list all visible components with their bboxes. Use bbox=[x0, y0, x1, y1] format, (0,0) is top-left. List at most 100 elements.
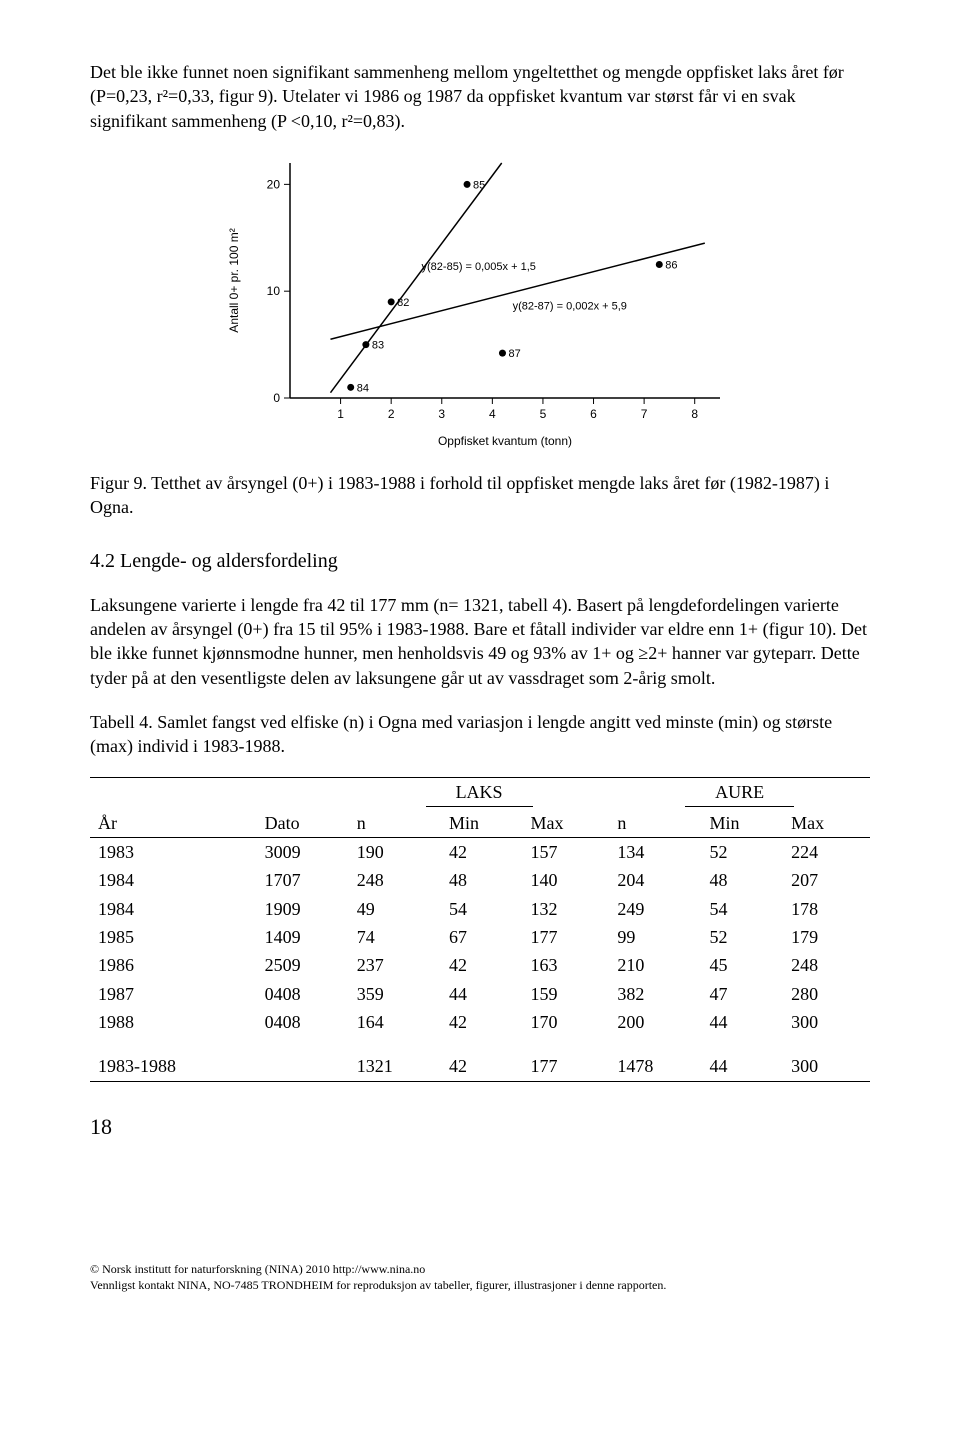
table-cell: 1909 bbox=[257, 895, 349, 923]
table-cell: 382 bbox=[609, 980, 701, 1008]
table-row: 198625092374216321045248 bbox=[90, 951, 870, 979]
table-row: 19841909495413224954178 bbox=[90, 895, 870, 923]
table-cell: 1988 bbox=[90, 1008, 257, 1036]
table-cell: 67 bbox=[441, 923, 523, 951]
table-cell: 237 bbox=[349, 951, 441, 979]
table-cell: 2509 bbox=[257, 951, 349, 979]
table-cell: 1409 bbox=[257, 923, 349, 951]
table-cell: 47 bbox=[702, 980, 784, 1008]
svg-text:y(82-87) = 0,002x + 5,9: y(82-87) = 0,002x + 5,9 bbox=[513, 300, 627, 312]
table-4: LAKS AURE ÅrDatonMinMaxnMinMax 198330091… bbox=[90, 777, 870, 1082]
table-cell: 140 bbox=[523, 866, 610, 894]
table-cell: 1987 bbox=[90, 980, 257, 1008]
table-cell: 52 bbox=[702, 923, 784, 951]
svg-text:1: 1 bbox=[337, 407, 344, 421]
figure-9-chart: 0102012345678Oppfisket kvantum (tonn)Ant… bbox=[220, 153, 740, 459]
intro-paragraph: Det ble ikke funnet noen signifikant sam… bbox=[90, 60, 870, 133]
table-cell: 42 bbox=[441, 1008, 523, 1036]
svg-text:87: 87 bbox=[508, 348, 520, 360]
table-summary-cell: 1321 bbox=[349, 1052, 441, 1081]
svg-text:0: 0 bbox=[273, 391, 280, 405]
table-cell: 74 bbox=[349, 923, 441, 951]
table-cell: 42 bbox=[441, 838, 523, 867]
footer-copyright: © Norsk institutt for naturforskning (NI… bbox=[90, 1261, 870, 1293]
table-col-header: Min bbox=[441, 809, 523, 838]
section-heading: 4.2 Lengde- og aldersfordeling bbox=[90, 548, 870, 575]
svg-text:86: 86 bbox=[665, 259, 677, 271]
table-cell: 190 bbox=[349, 838, 441, 867]
table-cell: 45 bbox=[702, 951, 784, 979]
table-cell: 179 bbox=[783, 923, 870, 951]
table-summary-cell: 1983-1988 bbox=[90, 1052, 257, 1081]
table-cell: 210 bbox=[609, 951, 701, 979]
table-cell: 44 bbox=[441, 980, 523, 1008]
table-cell: 224 bbox=[783, 838, 870, 867]
table-cell: 177 bbox=[523, 923, 610, 951]
table-col-header: År bbox=[90, 809, 257, 838]
table-cell: 200 bbox=[609, 1008, 701, 1036]
svg-text:2: 2 bbox=[388, 407, 395, 421]
table-cell: 99 bbox=[609, 923, 701, 951]
table-cell: 280 bbox=[783, 980, 870, 1008]
table-cell: 1707 bbox=[257, 866, 349, 894]
footer-line-1: © Norsk institutt for naturforskning (NI… bbox=[90, 1261, 870, 1277]
table-summary-cell: 300 bbox=[783, 1052, 870, 1081]
table-cell: 164 bbox=[349, 1008, 441, 1036]
svg-text:84: 84 bbox=[357, 382, 369, 394]
table-row: 198704083594415938247280 bbox=[90, 980, 870, 1008]
svg-text:8: 8 bbox=[691, 407, 698, 421]
table-col-header: Dato bbox=[257, 809, 349, 838]
table-cell: 1986 bbox=[90, 951, 257, 979]
body-paragraph: Laksungene varierte i lengde fra 42 til … bbox=[90, 593, 870, 690]
table-cell: 3009 bbox=[257, 838, 349, 867]
figure-9-caption: Figur 9. Tetthet av årsyngel (0+) i 1983… bbox=[90, 471, 870, 520]
svg-text:85: 85 bbox=[473, 179, 485, 191]
footer-line-2: Vennligst kontakt NINA, NO-7485 TRONDHEI… bbox=[90, 1277, 870, 1293]
table-cell: 248 bbox=[349, 866, 441, 894]
table-cell: 134 bbox=[609, 838, 701, 867]
table-summary-cell: 177 bbox=[523, 1052, 610, 1081]
svg-text:10: 10 bbox=[267, 284, 281, 298]
table-cell: 163 bbox=[523, 951, 610, 979]
table-summary-cell: 1478 bbox=[609, 1052, 701, 1081]
table-4-caption: Tabell 4. Samlet fangst ved elfiske (n) … bbox=[90, 710, 870, 759]
table-cell: 159 bbox=[523, 980, 610, 1008]
svg-text:4: 4 bbox=[489, 407, 496, 421]
table-group-aure: AURE bbox=[685, 780, 794, 807]
table-summary-cell bbox=[257, 1052, 349, 1081]
table-col-header: n bbox=[609, 809, 701, 838]
svg-text:6: 6 bbox=[590, 407, 597, 421]
svg-text:5: 5 bbox=[540, 407, 547, 421]
svg-text:y(82-85) = 0,005x + 1,5: y(82-85) = 0,005x + 1,5 bbox=[422, 261, 536, 273]
table-cell: 178 bbox=[783, 895, 870, 923]
table-cell: 44 bbox=[702, 1008, 784, 1036]
table-cell: 249 bbox=[609, 895, 701, 923]
table-cell: 49 bbox=[349, 895, 441, 923]
page-number: 18 bbox=[90, 1112, 870, 1142]
svg-text:7: 7 bbox=[641, 407, 648, 421]
table-cell: 0408 bbox=[257, 1008, 349, 1036]
table-cell: 52 bbox=[702, 838, 784, 867]
table-cell: 248 bbox=[783, 951, 870, 979]
table-cell: 54 bbox=[702, 895, 784, 923]
table-cell: 1984 bbox=[90, 895, 257, 923]
table-cell: 48 bbox=[441, 866, 523, 894]
table-cell: 207 bbox=[783, 866, 870, 894]
table-cell: 1985 bbox=[90, 923, 257, 951]
table-col-header: n bbox=[349, 809, 441, 838]
table-cell: 132 bbox=[523, 895, 610, 923]
table-cell: 42 bbox=[441, 951, 523, 979]
table-cell: 157 bbox=[523, 838, 610, 867]
table-cell: 0408 bbox=[257, 980, 349, 1008]
table-col-header: Max bbox=[783, 809, 870, 838]
svg-text:82: 82 bbox=[397, 297, 409, 309]
table-cell: 359 bbox=[349, 980, 441, 1008]
table-row: 198330091904215713452224 bbox=[90, 838, 870, 867]
svg-text:3: 3 bbox=[438, 407, 445, 421]
table-summary-cell: 42 bbox=[441, 1052, 523, 1081]
table-row: 198804081644217020044300 bbox=[90, 1008, 870, 1036]
table-cell: 300 bbox=[783, 1008, 870, 1036]
svg-text:83: 83 bbox=[372, 339, 384, 351]
svg-text:Oppfisket kvantum (tonn): Oppfisket kvantum (tonn) bbox=[438, 434, 572, 448]
table-cell: 1984 bbox=[90, 866, 257, 894]
